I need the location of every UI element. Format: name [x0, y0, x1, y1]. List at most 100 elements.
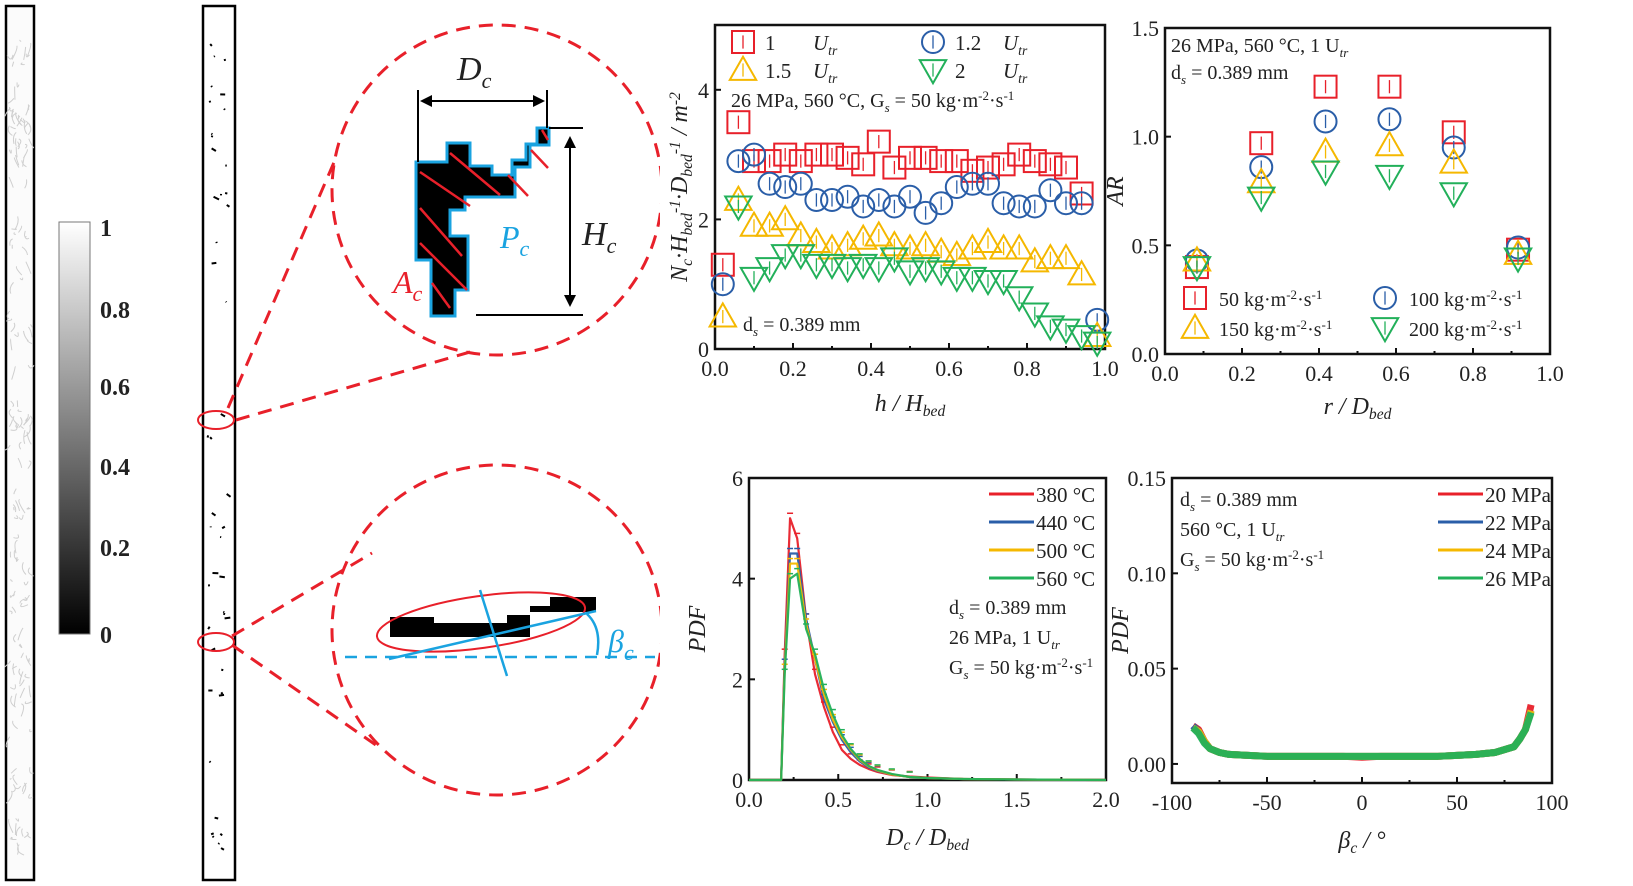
data-point — [1004, 233, 1035, 260]
svg-text:Utr: Utr — [1003, 31, 1028, 58]
svg-text:Nc·Hbed-1·Dbed-1 / m-2: Nc·Hbed-1·Dbed-1 / m-2 — [667, 92, 696, 283]
data-point — [910, 230, 941, 257]
legend-marker — [1183, 286, 1207, 310]
cluster-shape-diagram: Dc Hc Pc Ac — [391, 51, 617, 318]
data-point — [1051, 318, 1081, 345]
series-line-24MPa — [1190, 709, 1535, 760]
callout-lines-bottom — [231, 463, 660, 797]
x-tick-label: 0.0 — [735, 787, 763, 812]
data-point — [832, 257, 863, 284]
data-point — [913, 145, 938, 170]
x-tick-label: -100 — [1152, 790, 1192, 815]
legend-label: 2 — [955, 59, 966, 83]
annotation: Gs = 50 kg·m-2·s-1 — [1180, 547, 1324, 574]
svg-text:Hc: Hc — [581, 216, 617, 258]
x-tick-label: 0.5 — [825, 787, 853, 812]
y-tick-label: 4 — [732, 567, 743, 592]
data-point — [1438, 147, 1469, 174]
data-point — [1082, 331, 1113, 358]
data-point — [804, 142, 829, 167]
chart-ar: 0.0 0.2 0.4 0.6 0.8 1.0 0.0 0.5 1.0 1.5 26 MPa, 56… — [1103, 16, 1564, 423]
data-point — [973, 226, 1003, 253]
series-circle — [1184, 107, 1531, 273]
x-tick-label: 0.4 — [857, 356, 885, 381]
data-point — [1066, 259, 1097, 286]
x-tick-label: 0.4 — [1305, 361, 1333, 386]
svg-text:AR: AR — [1103, 176, 1129, 208]
data-point — [957, 233, 988, 260]
data-point — [739, 210, 769, 237]
x-tick-label: 0.0 — [701, 356, 729, 381]
legend-marker — [921, 30, 945, 54]
y-tick-label: 0.05 — [1128, 657, 1167, 682]
y-tick-label: 0.00 — [1128, 752, 1167, 777]
legend: 50 kg·m-2·s-1 100 kg·m-2·s-1 150 kg·m-2·s-… — [1180, 286, 1522, 344]
data-point — [820, 142, 844, 167]
data-point — [898, 184, 922, 209]
annotation: ds = 0.389 mm — [1180, 489, 1298, 514]
legend-label: 24 MPa — [1485, 539, 1552, 563]
x-tick-label: 1.5 — [1003, 787, 1031, 812]
legend-label: 20 MPa — [1485, 483, 1552, 507]
data-point — [926, 260, 957, 287]
data-point — [1054, 191, 1078, 216]
legend-label: 200 kg·m-2·s-1 — [1409, 317, 1522, 341]
y-tick-label: 0.5 — [1132, 233, 1160, 258]
svg-text:h / Hbed: h / Hbed — [875, 391, 946, 420]
x-tick-label: 1.0 — [914, 787, 942, 812]
y-tick-label: 2 — [732, 667, 743, 692]
chart-pdfd: 0.0 0.5 1.0 1.5 2.0 0 2 4 6 380 °C 440 °C 500 °C 560… — [685, 466, 1120, 854]
legend-marker — [731, 30, 755, 54]
data-point — [866, 129, 891, 154]
chart-pdfb: -100 -50 0 50 100 0.00 0.05 0.10 0.15 20 MPa 22 MP… — [1108, 466, 1569, 857]
x-tick-label: 100 — [1536, 790, 1569, 815]
schematic-panel: 1 0.8 0.6 0.4 0.2 0 — [4, 4, 660, 882]
series-square — [1184, 74, 1531, 280]
data-point — [991, 191, 1016, 216]
data-point — [1310, 160, 1341, 187]
data-point — [944, 175, 969, 199]
data-point — [929, 191, 954, 216]
x-tick-label: 2.0 — [1092, 787, 1120, 812]
data-point — [1007, 194, 1032, 219]
data-point — [726, 149, 751, 174]
x-tick-label: 1.0 — [1091, 356, 1119, 381]
data-point — [1038, 178, 1063, 203]
x-tick-label: 0.2 — [1228, 361, 1256, 386]
x-tick-label: 0.8 — [1459, 361, 1487, 386]
series-line-26MPa — [1190, 711, 1535, 760]
y-tick-label: 0 — [698, 337, 709, 362]
data-point — [710, 252, 735, 277]
series-square — [710, 110, 1094, 277]
binary-bed-image — [201, 4, 237, 882]
data-point — [739, 266, 769, 293]
data-point — [1022, 194, 1047, 219]
colorbar-tick: 0.6 — [100, 375, 130, 401]
x-tick-label: 0 — [1357, 790, 1368, 815]
pc-label: P — [499, 219, 520, 255]
data-point — [1007, 142, 1032, 167]
cluster-highlight-top — [197, 410, 235, 430]
data-point — [879, 247, 910, 274]
annotation: ds = 0.389 mm — [949, 597, 1067, 622]
data-point — [710, 272, 735, 297]
y-tick-label: 0 — [732, 768, 743, 793]
annotation: 26 MPa, 560 °C, Gs = 50 kg·m-2·s-1 — [731, 88, 1014, 115]
data-point — [1374, 130, 1405, 157]
svg-text:Ac: Ac — [391, 264, 423, 306]
series-triangle-down — [723, 195, 1113, 358]
legend-label: 1.2 — [955, 31, 981, 55]
data-point — [988, 270, 1019, 297]
data-point — [1022, 149, 1047, 174]
legend-marker — [728, 54, 758, 81]
svg-text:Utr: Utr — [813, 59, 838, 86]
callout-lines-top — [226, 23, 660, 422]
data-point — [804, 187, 829, 212]
legend-label: 26 MPa — [1485, 567, 1552, 591]
data-point — [832, 230, 863, 257]
data-point — [988, 233, 1019, 260]
data-point — [770, 244, 801, 271]
data-point — [773, 142, 798, 167]
data-point — [851, 152, 876, 177]
y-tick-label: 1.0 — [1132, 125, 1160, 150]
